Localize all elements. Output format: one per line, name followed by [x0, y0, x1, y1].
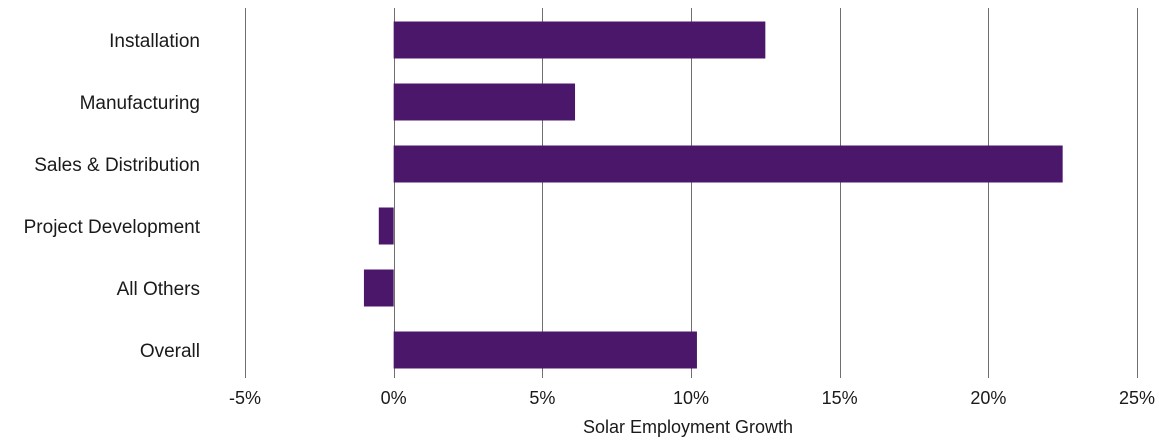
- x-tick-label: 15%: [822, 388, 858, 408]
- x-tick-label: 25%: [1119, 388, 1155, 408]
- x-tick-label: 10%: [673, 388, 709, 408]
- category-label: Sales & Distribution: [34, 155, 200, 176]
- x-tick-label: 0%: [381, 388, 407, 408]
- gridlines: [245, 8, 1138, 378]
- category-label: Project Development: [24, 217, 201, 238]
- x-tick-label: 5%: [529, 388, 555, 408]
- category-label: Installation: [109, 31, 200, 52]
- category-label: Manufacturing: [80, 93, 200, 114]
- category-label: Overall: [140, 341, 200, 362]
- bars: [363, 21, 1063, 369]
- bar: [393, 83, 576, 121]
- x-tick-label: -5%: [229, 388, 261, 408]
- bar: [393, 145, 1063, 183]
- x-tick-labels: -5% 0% 5% 10% 15% 20% 25%: [229, 388, 1155, 408]
- bar: [363, 269, 394, 307]
- category-labels: Installation Manufacturing Sales & Distrib…: [24, 31, 201, 362]
- bar: [393, 331, 697, 369]
- bar: [393, 21, 766, 59]
- bar: [378, 207, 394, 245]
- x-axis-title: Solar Employment Growth: [583, 417, 793, 437]
- category-label: All Others: [117, 279, 200, 300]
- x-tick-label: 20%: [970, 388, 1006, 408]
